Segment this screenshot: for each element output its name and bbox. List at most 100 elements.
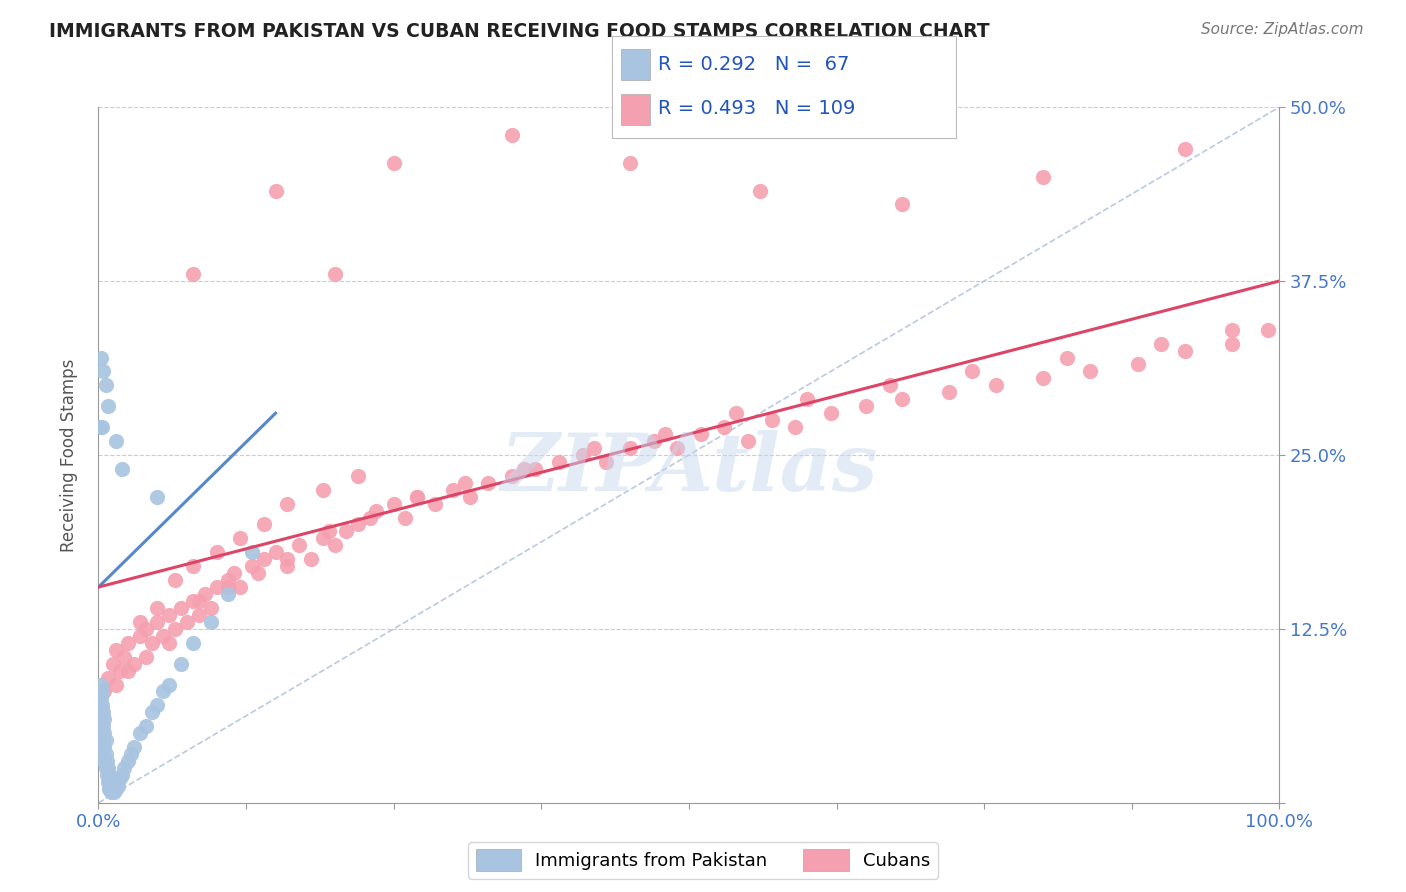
Point: [93, 740, 115, 755]
Point: [181, 594, 204, 608]
Point: [94, 761, 117, 775]
Point: [240, 545, 263, 559]
Point: [1080, 364, 1102, 378]
Point: [117, 664, 139, 678]
Point: [105, 677, 128, 691]
Point: [91, 740, 114, 755]
Point: [181, 559, 204, 574]
Point: [276, 552, 298, 566]
Point: [165, 573, 187, 587]
Point: [312, 483, 335, 497]
Point: [157, 636, 180, 650]
Point: [501, 468, 523, 483]
Point: [107, 779, 129, 793]
Point: [1032, 169, 1054, 184]
Point: [112, 761, 135, 775]
Point: [98, 781, 121, 796]
Point: [135, 622, 157, 636]
Point: [90, 706, 112, 720]
Point: [264, 184, 287, 198]
Point: [101, 657, 124, 671]
Point: [108, 664, 131, 678]
Point: [796, 392, 818, 407]
Point: [111, 768, 134, 782]
Point: [748, 184, 770, 198]
Point: [200, 601, 222, 615]
Point: [122, 740, 145, 755]
Point: [91, 364, 114, 378]
Point: [100, 779, 122, 793]
Point: [91, 420, 114, 434]
Point: [91, 706, 114, 720]
Point: [176, 615, 198, 629]
Point: [128, 629, 150, 643]
Point: [89, 726, 111, 740]
Point: [122, 657, 145, 671]
Point: [1150, 336, 1173, 351]
Point: [406, 490, 429, 504]
Point: [217, 587, 239, 601]
Point: [103, 785, 125, 799]
Point: [94, 733, 117, 747]
Point: [276, 497, 298, 511]
Point: [323, 538, 346, 552]
Point: [93, 712, 115, 726]
Point: [264, 545, 287, 559]
Point: [288, 538, 311, 552]
Point: [240, 559, 263, 574]
Point: [441, 483, 464, 497]
Point: [382, 497, 405, 511]
Y-axis label: Receiving Food Stamps: Receiving Food Stamps: [59, 359, 77, 551]
Point: [984, 378, 1007, 392]
Point: [654, 427, 676, 442]
Point: [104, 779, 127, 793]
Point: [90, 733, 112, 747]
Point: [141, 636, 163, 650]
Point: [93, 684, 115, 698]
Point: [1126, 358, 1149, 372]
Point: [253, 552, 276, 566]
Point: [643, 434, 665, 448]
Point: [205, 545, 228, 559]
Point: [128, 615, 150, 629]
Point: [146, 698, 169, 713]
Point: [299, 552, 322, 566]
Point: [737, 434, 759, 448]
Point: [91, 726, 114, 740]
Point: [1220, 336, 1243, 351]
Point: [105, 781, 128, 796]
Point: [1174, 142, 1197, 156]
Point: [91, 698, 114, 713]
Point: [725, 406, 748, 420]
Point: [761, 413, 783, 427]
Point: [224, 566, 246, 581]
Point: [318, 524, 340, 539]
Point: [1257, 323, 1279, 337]
Point: [453, 475, 475, 490]
Point: [105, 642, 128, 657]
Point: [312, 532, 335, 546]
Point: [100, 785, 122, 799]
Text: ZIPAtlas: ZIPAtlas: [501, 430, 877, 508]
Point: [93, 754, 115, 768]
Point: [194, 587, 217, 601]
Point: [666, 441, 689, 455]
Point: [90, 691, 112, 706]
Point: [117, 636, 139, 650]
Point: [90, 677, 112, 691]
Point: [108, 771, 131, 785]
Point: [890, 392, 912, 407]
Point: [394, 510, 416, 524]
Point: [97, 671, 120, 685]
Point: [146, 601, 169, 615]
Point: [91, 719, 114, 733]
Point: [91, 733, 114, 747]
Point: [93, 726, 115, 740]
Point: [713, 420, 735, 434]
Point: [583, 441, 606, 455]
Point: [879, 378, 901, 392]
Point: [91, 747, 114, 761]
Point: [205, 580, 228, 594]
Point: [217, 573, 239, 587]
Point: [217, 580, 239, 594]
